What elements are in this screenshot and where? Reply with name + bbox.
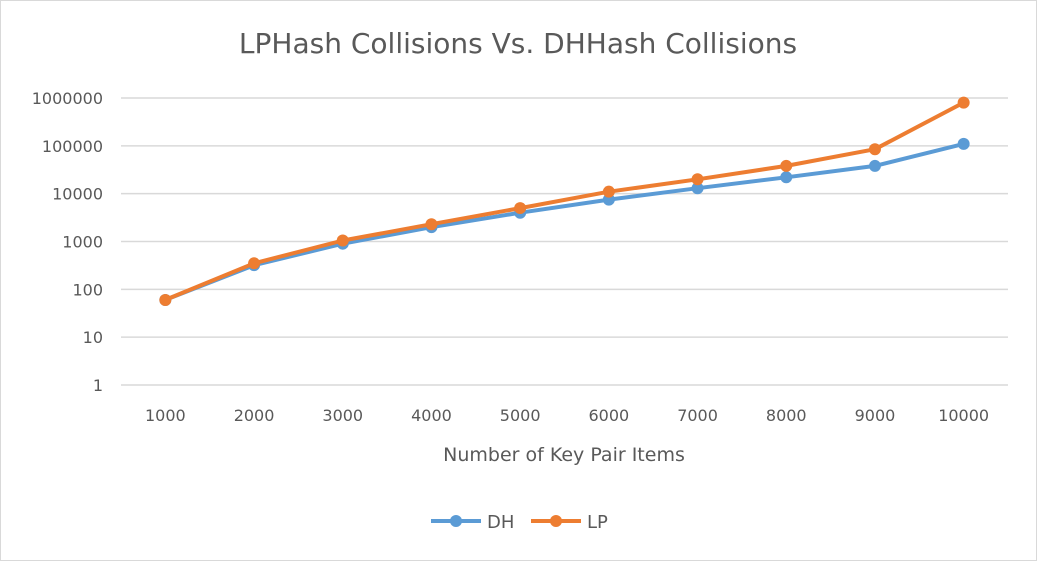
x-tick-label: 1000 — [145, 406, 186, 425]
x-tick-label: 8000 — [766, 406, 807, 425]
legend-label: DH — [487, 512, 514, 533]
legend-item-dh: DH — [431, 512, 514, 533]
y-tick-label: 10000 — [52, 185, 103, 204]
data-point — [248, 257, 261, 270]
x-tick-label: 4000 — [411, 406, 452, 425]
chart-title: LPHash Collisions Vs. DHHash Collisions — [239, 27, 797, 60]
series-line-dh — [163, 141, 966, 302]
legend-swatch-marker — [450, 515, 462, 527]
x-tick-label: 9000 — [855, 406, 896, 425]
legend-swatch-marker — [550, 515, 562, 527]
y-tick-label: 100 — [72, 280, 103, 299]
data-point — [957, 96, 970, 109]
x-tick-label: 6000 — [588, 406, 629, 425]
x-tick-label: 3000 — [322, 406, 363, 425]
y-tick-label: 1000 — [62, 233, 103, 252]
y-axis-ticks: 1 10 100 1000 10000 100000 1000000 — [32, 89, 103, 395]
x-tick-label: 5000 — [500, 406, 541, 425]
data-point — [336, 234, 349, 247]
series-dh — [159, 137, 970, 306]
data-point — [868, 143, 881, 156]
legend: DH LP — [431, 512, 608, 533]
y-tick-label: 10 — [83, 328, 103, 347]
data-point — [159, 293, 172, 306]
series-lines — [159, 96, 970, 306]
data-point — [514, 202, 527, 215]
x-tick-label: 7000 — [677, 406, 718, 425]
y-tick-label: 100000 — [42, 137, 103, 156]
x-axis-label: Number of Key Pair Items — [443, 444, 685, 466]
data-point — [868, 159, 881, 172]
data-point — [957, 137, 970, 150]
data-point — [691, 173, 704, 186]
x-tick-label: 2000 — [234, 406, 275, 425]
gridlines — [121, 97, 1008, 386]
y-tick-label: 1 — [93, 376, 103, 395]
series-line-lp — [163, 100, 966, 302]
x-tick-label: 10000 — [938, 406, 989, 425]
data-point — [425, 218, 438, 231]
x-axis-ticks: 1000 2000 3000 4000 5000 6000 7000 8000 9000 1000… — [145, 406, 989, 425]
y-tick-label: 1000000 — [32, 89, 103, 108]
data-point — [691, 182, 704, 195]
legend-item-lp: LP — [531, 512, 608, 533]
series-lp — [159, 96, 970, 306]
data-point — [780, 159, 793, 172]
data-point — [780, 171, 793, 184]
data-point — [602, 185, 615, 198]
legend-label: LP — [587, 512, 608, 533]
